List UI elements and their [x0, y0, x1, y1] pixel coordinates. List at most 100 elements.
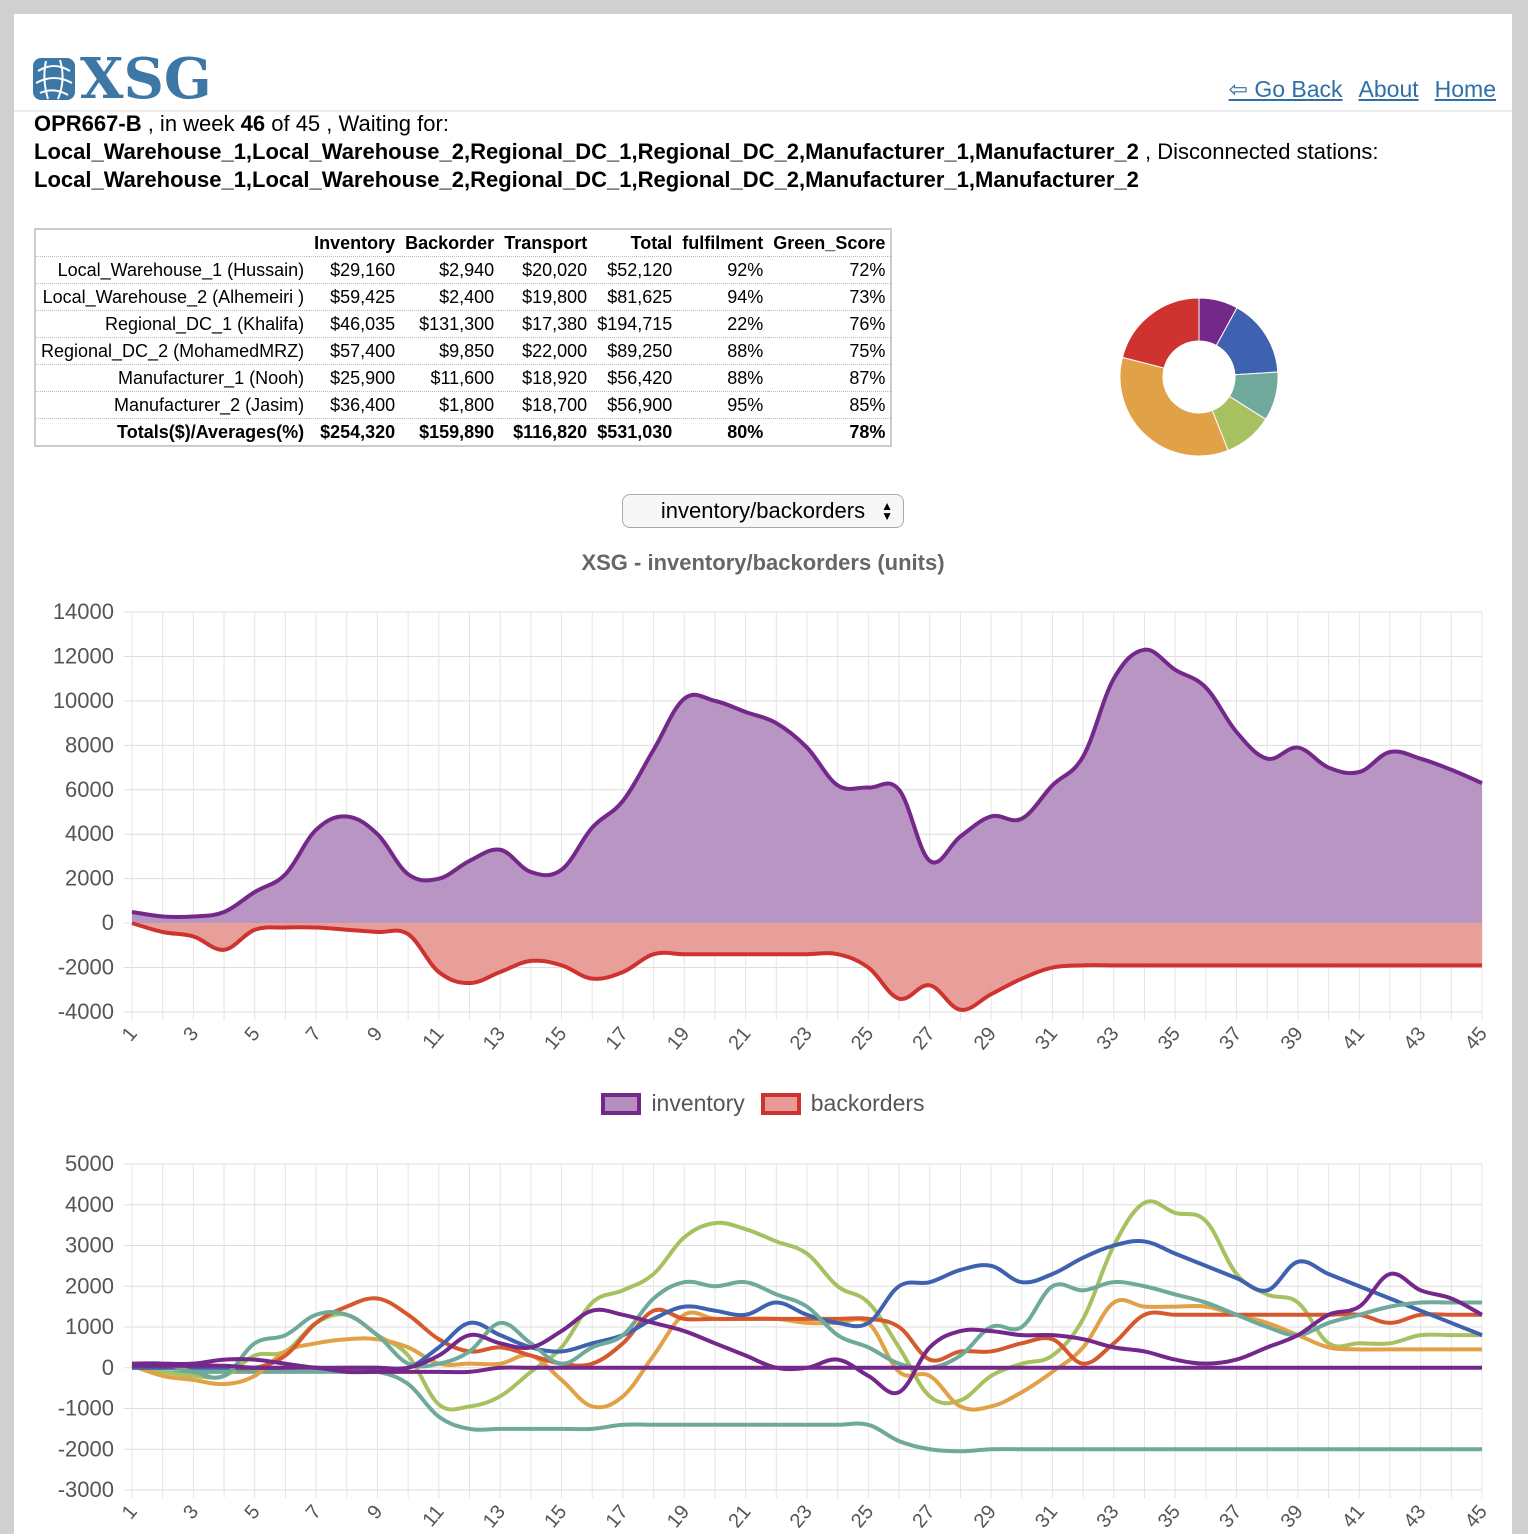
- cell: $57,400: [309, 337, 401, 365]
- logo-text: XSG: [80, 46, 212, 112]
- cell: Regional_DC_2 (MohamedMRZ): [35, 337, 310, 365]
- x-tick-label: 39: [1277, 1501, 1308, 1532]
- x-tick-label: 1: [118, 1501, 142, 1524]
- chart-title: XSG - inventory/backorders (units): [581, 550, 945, 575]
- y-tick-label: -4000: [58, 999, 114, 1024]
- home-link[interactable]: Home: [1434, 76, 1496, 102]
- page: XSG ⇦ Go Back About Home OPR667-B , in wee…: [14, 14, 1512, 1534]
- x-tick-label: 45: [1461, 1501, 1492, 1532]
- table-header-row: Inventory Backorder Transport Total fulf…: [35, 229, 891, 257]
- inventory-backorders-chart: -4000 -2000 0 2000 4000 6000 8000 10000 12000 140…: [53, 599, 1492, 1054]
- x-tick-label: 7: [302, 1023, 326, 1046]
- x-tick-label: 17: [602, 1501, 633, 1532]
- game-id: OPR667-B: [34, 111, 142, 136]
- xsg-logo[interactable]: XSG: [32, 44, 212, 114]
- cell: $56,900: [592, 391, 678, 419]
- x-tick-label: 9: [363, 1501, 387, 1524]
- col-header: Transport: [504, 232, 588, 253]
- col-header: fulfilment: [682, 232, 764, 253]
- x-tick-label: 1: [118, 1023, 142, 1046]
- table-row: Regional_DC_1 (Khalifa) $46,035 $131,300 $1…: [35, 310, 892, 338]
- x-tick-label: 25: [847, 1501, 878, 1532]
- y-tick-label: 10000: [53, 688, 114, 713]
- cell: 94%: [677, 283, 769, 311]
- x-tick-label: 5: [241, 1023, 265, 1046]
- game-status: OPR667-B , in week 46 of 45 , Waiting fo…: [34, 110, 1494, 194]
- cell: 92%: [677, 256, 769, 284]
- cell: 88%: [677, 337, 769, 365]
- go-back-link[interactable]: ⇦ Go Back: [1228, 76, 1343, 102]
- in-week-text: , in week: [141, 111, 241, 136]
- y-tick-label: 5000: [65, 1151, 114, 1176]
- legend-swatch: [601, 1092, 642, 1115]
- x-tick-label: 23: [786, 1501, 817, 1532]
- cost-donut-chart: [1119, 297, 1279, 457]
- select-arrows-icon: ▲ ▼: [881, 499, 893, 523]
- y-tick-label: 12000: [53, 643, 114, 668]
- donut-slice: [1121, 297, 1200, 369]
- y-tick-label: -1000: [58, 1396, 114, 1421]
- y-tick-label: 1000: [65, 1314, 114, 1339]
- cell: $131,300: [400, 310, 500, 338]
- y-tick-label: 6000: [65, 777, 114, 802]
- x-tick-label: 25: [847, 1023, 878, 1054]
- y-tick-label: 8000: [65, 732, 114, 757]
- nav-links: ⇦ Go Back About Home: [1213, 76, 1496, 103]
- cell: $22,000: [499, 337, 593, 365]
- table-row: Regional_DC_2 (MohamedMRZ) $57,400 $9,850 $…: [35, 337, 892, 365]
- selected-chart-type: inventory/backorders: [660, 498, 866, 523]
- cell: 88%: [677, 364, 769, 392]
- cell: $20,020: [499, 256, 593, 284]
- cell: 95%: [677, 391, 769, 419]
- series-line-7: [132, 1363, 1482, 1375]
- week-number: 46: [240, 111, 266, 136]
- cell: $25,900: [309, 364, 401, 392]
- col-header: Backorder: [405, 232, 495, 253]
- x-tick-label: 39: [1277, 1023, 1308, 1054]
- x-tick-label: 33: [1092, 1023, 1123, 1054]
- y-tick-label: -2000: [58, 1436, 114, 1461]
- x-tick-label: 23: [786, 1023, 817, 1054]
- cell: Local_Warehouse_1 (Hussain): [35, 256, 310, 284]
- waiting-for-list: Local_Warehouse_1,Local_Warehouse_2,Regi…: [34, 139, 1139, 164]
- x-tick-label: 43: [1399, 1501, 1430, 1532]
- y-tick-label: 0: [102, 910, 114, 935]
- series-line-5: [131, 1279, 1482, 1380]
- chart-type-select[interactable]: inventory/backorders ▲ ▼: [622, 494, 904, 528]
- series-area-backorders: [132, 923, 1482, 1010]
- x-tick-label: 31: [1031, 1501, 1062, 1532]
- header-divider: [14, 110, 1512, 112]
- y-tick-label: 4000: [65, 1192, 114, 1217]
- x-tick-label: 19: [663, 1501, 694, 1532]
- x-tick-label: 11: [418, 1023, 448, 1053]
- legend-item-inventory[interactable]: inventory: [601, 1090, 745, 1117]
- col-header: Green_Score: [773, 232, 886, 253]
- chart-legend: inventory backorders: [14, 1090, 1512, 1117]
- x-tick-label: 21: [724, 1023, 755, 1054]
- x-tick-label: 37: [1215, 1501, 1246, 1532]
- x-tick-label: 27: [908, 1023, 939, 1054]
- x-tick-label: 3: [179, 1023, 203, 1046]
- y-tick-label: -3000: [58, 1477, 114, 1502]
- cell: Local_Warehouse_2 (Alhemeiri ): [35, 283, 310, 311]
- y-tick-label: 14000: [53, 599, 114, 624]
- cell: $89,250: [592, 337, 678, 365]
- legend-item-backorders[interactable]: backorders: [760, 1090, 925, 1117]
- x-tick-label: 19: [663, 1023, 694, 1054]
- cell: 78%: [768, 418, 892, 446]
- x-tick-label: 21: [724, 1501, 755, 1532]
- col-header: [35, 229, 309, 257]
- cell: $46,035: [309, 310, 401, 338]
- disconnected-list: Local_Warehouse_1,Local_Warehouse_2,Regi…: [34, 167, 1139, 192]
- table-row: Local_Warehouse_2 (Alhemeiri ) $59,425 $2,…: [35, 283, 892, 311]
- x-tick-label: 13: [479, 1501, 510, 1532]
- about-link[interactable]: About: [1358, 76, 1419, 102]
- x-tick-label: 35: [1154, 1023, 1185, 1054]
- totals-row: Totals($)/Averages(%) $254,320 $159,890 $11…: [35, 418, 892, 446]
- series-line-backorders: [131, 921, 1482, 1012]
- cell: 80%: [677, 418, 769, 446]
- of-weeks-text: of 45 , Waiting for:: [265, 111, 449, 136]
- y-tick-label: 4000: [65, 821, 114, 846]
- x-tick-label: 41: [1338, 1501, 1369, 1532]
- series-line-3: [131, 1296, 1482, 1371]
